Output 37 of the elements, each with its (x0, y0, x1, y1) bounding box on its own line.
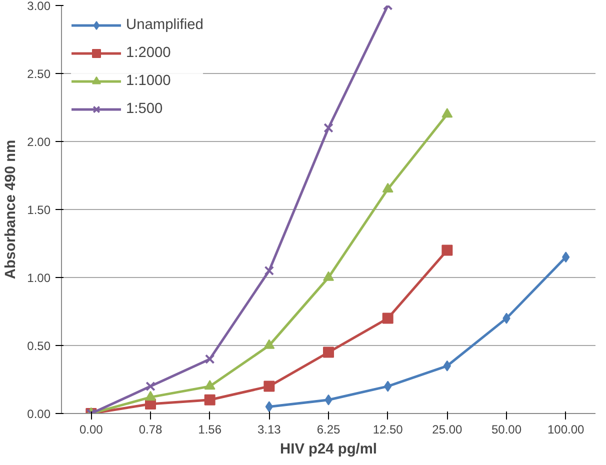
point (323, 346, 334, 358)
point (324, 123, 334, 133)
point (442, 244, 453, 256)
x-tick-label: 0.00 (79, 422, 104, 436)
x-axis-title: HIV p24 pg/ml (280, 442, 377, 458)
point (323, 271, 334, 281)
x-tick-label: 6.25 (316, 422, 341, 436)
point (382, 182, 394, 192)
legend-label: 1:2000 (126, 45, 171, 61)
y-tick-label: 0.50 (27, 339, 51, 353)
x-tick-label: 3.13 (257, 422, 282, 436)
point (204, 380, 216, 390)
y-tick-label: 0.00 (27, 407, 51, 421)
x-tick-label: 1.56 (198, 422, 222, 436)
point (264, 266, 274, 276)
point (264, 380, 275, 392)
point (264, 339, 275, 349)
y-tick-label: 1.00 (27, 271, 51, 285)
legend-label: 1:500 (126, 101, 163, 117)
x-tick-label: 0.78 (138, 422, 163, 436)
x-tick-label: 50.00 (491, 422, 522, 436)
y-tick-label: 3.00 (27, 0, 51, 13)
point (382, 312, 394, 324)
point (145, 390, 156, 401)
x-tick-label: 12.50 (372, 422, 404, 436)
legend-label: Unamplified (126, 17, 204, 33)
point (442, 108, 453, 118)
y-axis-title: Absorbance 490 nm (3, 140, 20, 280)
y-tick-label: 2.50 (27, 67, 51, 81)
point (204, 394, 216, 406)
x-tick-label: 100.00 (547, 422, 585, 436)
y-tick-label: 1.50 (27, 203, 51, 217)
y-tick-label: 2.00 (27, 135, 51, 149)
x-tick-label: 25.00 (432, 422, 463, 436)
point (204, 354, 215, 364)
point (146, 381, 156, 392)
legend-label: 1:1000 (126, 73, 171, 89)
